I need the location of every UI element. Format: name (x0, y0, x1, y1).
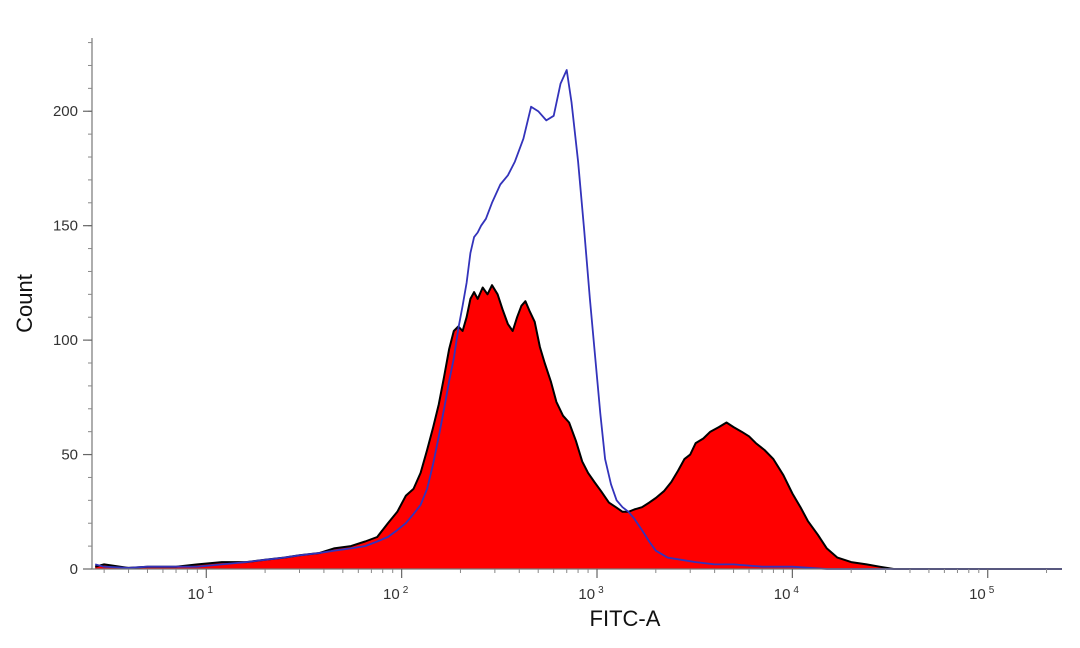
ticks-layer: 0 50 100 150 200 10 1 10 2 10 3 10 4 10 5 (53, 42, 1048, 603)
x-tick-label: 10 5 (969, 585, 995, 603)
series-0-area (95, 285, 1062, 569)
x-axis-title: FITC-A (590, 606, 661, 631)
x-tick-label: 10 2 (383, 585, 409, 603)
x-tick-label: 10 1 (188, 585, 214, 603)
x-tick-label: 10 4 (774, 585, 800, 603)
series-0-outline (94, 284, 1062, 570)
series-1-line (94, 69, 1062, 570)
x-tick-label: 10 3 (578, 585, 604, 603)
y-tick-label: 200 (53, 103, 78, 120)
y-tick-label: 0 (70, 561, 78, 578)
y-axis-title: Count (12, 274, 37, 333)
y-tick-label: 150 (53, 218, 78, 235)
axes-layer (91, 38, 1062, 570)
series-layer (94, 69, 1062, 570)
y-tick-label: 100 (53, 332, 78, 349)
y-tick-label: 50 (61, 447, 78, 464)
